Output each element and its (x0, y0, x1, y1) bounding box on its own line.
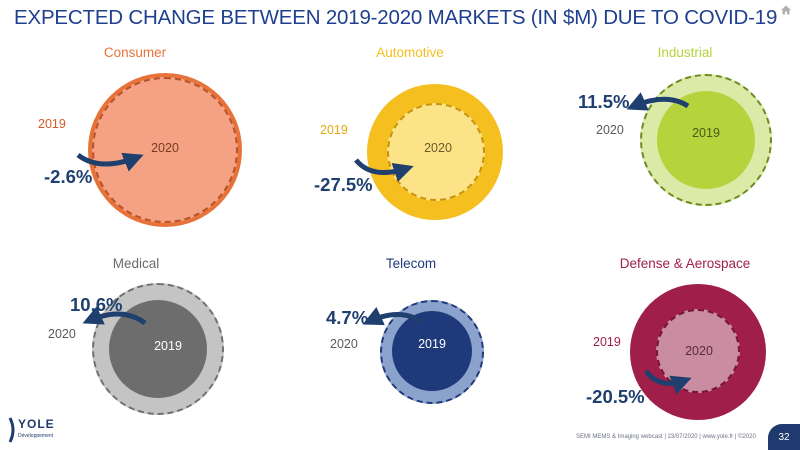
year-label-2020-telecom: 2020 (330, 337, 358, 351)
change-value-consumer: -2.6% (44, 166, 93, 187)
change-value-industrial: 11.5% (578, 91, 630, 112)
year-label-2020-consumer: 2020 (151, 141, 179, 155)
year-label-2019-medical: 2019 (154, 339, 182, 353)
change-value-telecom: 4.7% (326, 307, 369, 328)
footer-text: SEMI MEMS & Imaging webcast | 23/07/2020… (576, 434, 756, 440)
logo-text: YOLE (18, 417, 55, 431)
panel-title-consumer: Consumer (103, 45, 167, 60)
panel-title-telecom: Telecom (385, 256, 437, 271)
page-number: 32 (778, 431, 790, 443)
year-label-2020-defense-aerospace: 2020 (685, 344, 713, 358)
page-number-badge: 32 (768, 424, 800, 450)
bubble-2019-telecom (392, 311, 472, 391)
bubble-2019-industrial (657, 91, 755, 189)
panel-title-defense-aerospace: Defense & Aerospace (619, 256, 751, 271)
change-value-medical: 10.6% (70, 294, 123, 315)
slide-title: EXPECTED CHANGE BETWEEN 2019-2020 MARKET… (14, 6, 778, 29)
bubble-2020-automotive (387, 103, 485, 201)
home-icon[interactable] (780, 4, 792, 16)
panel-title-medical: Medical (112, 256, 160, 271)
year-label-2019-automotive: 2019 (320, 123, 348, 137)
year-label-2019-telecom: 2019 (418, 337, 446, 351)
year-label-2019-industrial: 2019 (692, 126, 720, 140)
year-label-2019-consumer: 2019 (38, 117, 66, 131)
bubble-2020-consumer (92, 77, 238, 223)
year-label-2019-defense-aerospace: 2019 (593, 335, 621, 349)
year-label-2020-industrial: 2020 (596, 123, 624, 137)
panel-title-industrial: Industrial (657, 45, 713, 60)
panel-title-automotive: Automotive (376, 45, 444, 60)
change-value-defense-aerospace: -20.5% (586, 386, 645, 407)
year-label-2020-medical: 2020 (48, 327, 76, 341)
yole-logo: YOLE Développement (8, 417, 55, 443)
year-label-2020-automotive: 2020 (424, 141, 452, 155)
logo-subtext: Développement (18, 433, 54, 439)
change-value-automotive: -27.5% (314, 174, 373, 195)
